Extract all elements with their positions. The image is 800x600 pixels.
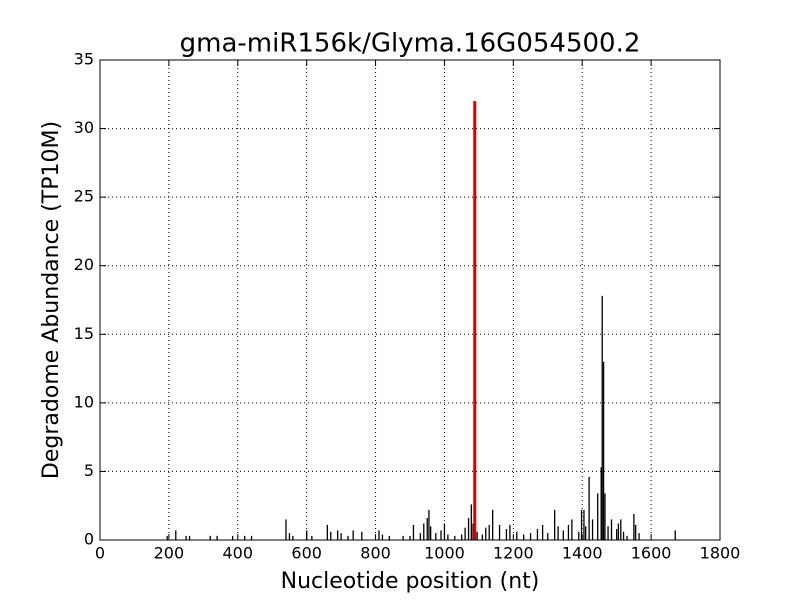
x-tick-label: 600 xyxy=(291,544,322,563)
chart-title: gma-miR156k/Glyma.16G054500.2 xyxy=(180,29,641,59)
x-tick-label: 200 xyxy=(154,544,185,563)
x-tick-label: 1600 xyxy=(631,544,672,563)
y-tick-label: 20 xyxy=(74,255,94,274)
x-tick-label: 1800 xyxy=(700,544,741,563)
x-tick-label: 1000 xyxy=(424,544,465,563)
y-tick-label: 35 xyxy=(74,50,94,69)
y-tick-label: 15 xyxy=(74,324,94,343)
x-tick-label: 400 xyxy=(223,544,254,563)
y-axis-label: Degradome Abundance (TP10M) xyxy=(39,121,64,479)
y-tick-label: 30 xyxy=(74,118,94,137)
y-tick-label: 10 xyxy=(74,392,94,411)
y-tick-label: 5 xyxy=(84,461,94,480)
x-tick-label: 1200 xyxy=(493,544,534,563)
plot-frame xyxy=(99,59,721,541)
y-tick-label: 0 xyxy=(84,530,94,549)
y-tick-label: 25 xyxy=(74,187,94,206)
x-tick-label: 0 xyxy=(95,544,105,563)
x-tick-label: 1400 xyxy=(562,544,603,563)
x-axis-label: Nucleotide position (nt) xyxy=(281,569,540,594)
x-tick-label: 800 xyxy=(360,544,391,563)
